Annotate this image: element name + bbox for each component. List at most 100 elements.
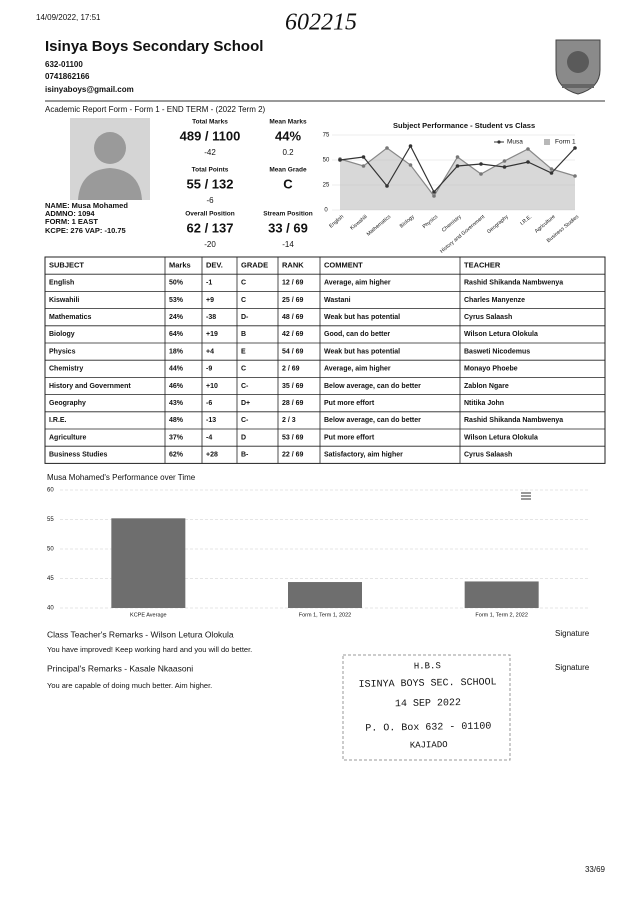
x-tick-label: Form 1, Term 2, 2022	[475, 612, 527, 618]
y-tick-label: 45	[47, 576, 54, 582]
table-cell: History and Government	[49, 383, 131, 390]
legend-label: Form 1	[555, 139, 576, 146]
table-cell: 64%	[169, 331, 184, 338]
series-point	[385, 184, 389, 188]
signature-label: Signature	[555, 663, 590, 672]
series-point	[408, 144, 413, 148]
table-cell: -13	[206, 417, 216, 424]
report-title: Academic Report Form - Form 1 - END TERM…	[45, 105, 266, 114]
stamp-line: H.B.S	[414, 661, 441, 671]
remark-title: Principal's Remarks - Kasale Nkaasoni	[47, 663, 193, 673]
table-cell: Wilson Letura Olokula	[464, 434, 538, 441]
stat-value: 44%	[275, 128, 301, 143]
stat-label: Mean Grade	[269, 167, 307, 174]
table-cell: 37%	[169, 434, 184, 441]
student-admno: ADMNO: 1094	[45, 209, 95, 218]
stat-value: 62 / 137	[187, 220, 234, 235]
chart-title: Subject Performance - Student vs Class	[393, 121, 535, 130]
bar	[111, 518, 186, 608]
table-cell: B	[241, 331, 246, 338]
school-phone: 0741862166	[45, 72, 90, 81]
student-form: FORM: 1 EAST	[45, 217, 98, 226]
handwritten-number: 602215	[285, 10, 357, 36]
table-cell: 35 / 69	[282, 383, 304, 390]
table-cell: 46%	[169, 383, 184, 390]
table-cell: Cyrus Salaash	[464, 314, 512, 321]
table-cell: C-	[241, 383, 249, 390]
remarks-menu-icon	[521, 492, 531, 500]
signature-label: Signature	[555, 629, 590, 638]
chart-title: Musa Mohamed's Performance over Time	[47, 473, 196, 482]
table-cell: Satisfactory, aim higher	[324, 452, 403, 459]
series-point	[361, 155, 366, 159]
table-cell: Geography	[49, 400, 86, 407]
y-tick-label: 50	[323, 158, 330, 164]
stat-value: 33 / 69	[268, 220, 308, 235]
student-name: NAME: Musa Mohamed	[45, 201, 128, 210]
table-cell: Put more effort	[324, 400, 375, 407]
table-cell: Physics	[49, 348, 76, 355]
school-address: 632-01100	[45, 60, 83, 69]
school-logo	[555, 39, 601, 95]
stat-deviation: -6	[206, 196, 214, 205]
stamp-border	[342, 654, 511, 761]
bar	[288, 582, 362, 608]
table-cell: Zablon Ngare	[464, 383, 509, 390]
table-cell: D	[241, 434, 246, 441]
table-cell: 43%	[169, 400, 184, 407]
table-cell: -38	[206, 314, 216, 321]
table-cell: Weak but has potential	[324, 314, 400, 321]
y-tick-label: 75	[323, 133, 330, 139]
table-cell: -1	[206, 280, 212, 287]
bar	[464, 581, 539, 608]
stat-label: Stream Position	[263, 211, 313, 218]
table-cell: C-	[241, 417, 249, 424]
table-cell: English	[49, 280, 74, 287]
stat-deviation: -14	[282, 240, 294, 249]
table-cell: 18%	[169, 348, 184, 355]
stamp-line: KAJIADO	[410, 740, 448, 751]
table-cell: 54 / 69	[282, 348, 304, 355]
series-point	[455, 155, 460, 159]
table-header-cell: RANK	[282, 261, 304, 270]
class-area	[340, 148, 575, 210]
series-point	[502, 165, 507, 169]
table-cell: Ntitika John	[464, 400, 504, 407]
series-point	[526, 160, 530, 164]
table-cell: 53%	[169, 297, 184, 304]
series-point	[479, 162, 483, 166]
table-cell: +4	[206, 348, 214, 355]
table-header-cell: Marks	[169, 261, 191, 270]
table-cell: I.R.E.	[49, 417, 67, 424]
timestamp: 14/09/2022, 17:51	[36, 13, 101, 22]
table-cell: 28 / 69	[282, 400, 304, 407]
page-number: 33/69	[585, 865, 606, 874]
x-tick-label: KCPE Average	[130, 612, 167, 618]
table-cell: Weak but has potential	[324, 348, 400, 355]
table-cell: 50%	[169, 280, 184, 287]
table-header-cell: GRADE	[241, 261, 268, 270]
table-cell: Basweti Nicodemus	[464, 348, 530, 355]
table-cell: Agriculture	[49, 434, 86, 441]
school-email: isinyaboys@gmail.com	[45, 85, 134, 94]
table-header-cell: COMMENT	[324, 261, 363, 270]
stat-value: 489 / 1100	[180, 128, 241, 143]
stat-deviation: -20	[204, 240, 216, 249]
table-cell: Rashid Shikanda Nambwenya	[464, 280, 563, 287]
stat-value: C	[283, 176, 293, 191]
table-cell: 48 / 69	[282, 314, 304, 321]
series-point	[361, 164, 366, 168]
table-cell: +28	[206, 452, 218, 459]
table-cell: C	[241, 366, 246, 373]
table-cell: Wastani	[324, 297, 351, 304]
series-point	[549, 167, 554, 171]
student-photo	[70, 118, 150, 200]
stat-deviation: -42	[204, 148, 216, 157]
table-cell: +9	[206, 297, 214, 304]
table-cell: 62%	[169, 452, 184, 459]
y-tick-label: 25	[323, 183, 330, 189]
table-cell: +10	[206, 383, 218, 390]
table-cell: Rashid Shikanda Nambwenya	[464, 417, 563, 424]
table-cell: Chemistry	[49, 366, 83, 373]
